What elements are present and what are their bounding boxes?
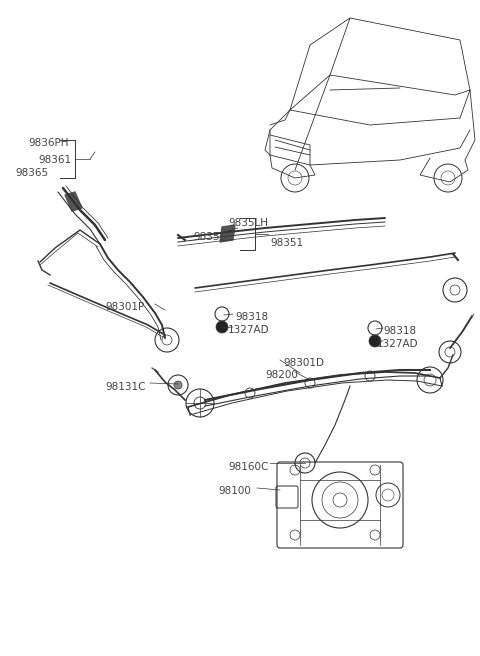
Text: 98100: 98100 (218, 486, 251, 496)
Text: 98301D: 98301D (283, 358, 324, 368)
Text: 98200: 98200 (265, 370, 298, 380)
Text: 98318: 98318 (383, 326, 416, 336)
Circle shape (216, 321, 228, 333)
Text: 98355: 98355 (193, 232, 226, 242)
Text: 9836PH: 9836PH (28, 138, 69, 148)
Text: 1327AD: 1327AD (377, 339, 419, 349)
Text: 98131C: 98131C (105, 382, 145, 392)
Circle shape (369, 335, 381, 347)
Circle shape (174, 381, 182, 389)
Polygon shape (220, 225, 235, 242)
Text: 98160C: 98160C (228, 462, 268, 472)
Text: 98365: 98365 (15, 168, 48, 178)
Text: 98361: 98361 (38, 155, 71, 165)
Text: 98351: 98351 (270, 238, 303, 248)
Text: 98301P: 98301P (105, 302, 144, 312)
Text: 9835LH: 9835LH (228, 218, 268, 228)
Polygon shape (65, 192, 82, 211)
Text: 1327AD: 1327AD (228, 325, 270, 335)
Text: 98318: 98318 (235, 312, 268, 322)
